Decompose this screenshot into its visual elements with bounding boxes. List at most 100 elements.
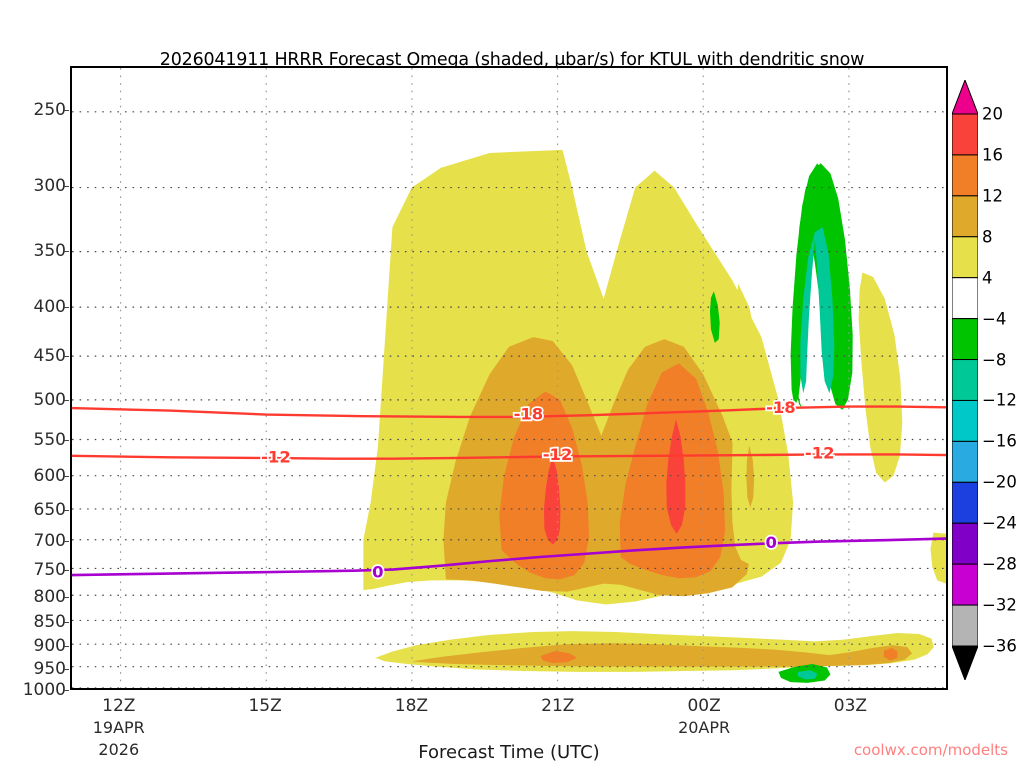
y-tick-label: 550 — [33, 429, 66, 450]
y-tick-mark — [64, 690, 69, 691]
y-tick-mark — [64, 306, 69, 308]
colorbar-under-arrow — [952, 645, 978, 680]
y-tick-label: 250 — [33, 100, 66, 121]
colorbar-band — [952, 277, 978, 320]
omega-band-green-descent-lens — [790, 163, 849, 410]
colorbar: 20 16 12 8 4 −4 −8 −12 −16 −20 −24 −28 −32 −36 — [952, 80, 1017, 680]
omega-surface-teal — [797, 670, 818, 680]
y-tick-label: 400 — [33, 296, 66, 317]
contour-label: -12 — [261, 448, 291, 467]
colorbar-band — [952, 359, 978, 401]
y-tick-mark — [64, 668, 69, 670]
y-tick-label: 750 — [33, 559, 66, 580]
x-tick-label: 18Z — [394, 696, 429, 716]
colorbar-band — [952, 481, 978, 524]
omega-column-yellow-east — [858, 272, 903, 483]
y-tick-mark — [64, 250, 69, 252]
watermark: coolwx.com/modelts — [853, 741, 1008, 759]
y-tick-mark — [64, 476, 69, 478]
omega-blob-green-small — [709, 291, 720, 343]
omega-max-orange-lowlevel-east — [883, 647, 898, 661]
contour-label: 0 — [765, 533, 776, 552]
x-tick-label: 21Z — [541, 696, 575, 716]
y-axis: 250 300 350 400 450 500 550 600 650 700 750 800 850 9… — [0, 66, 69, 700]
y-tick-label: 350 — [33, 240, 66, 261]
y-tick-mark — [64, 540, 69, 542]
y-tick-mark — [64, 509, 69, 511]
omega-band-red-east — [666, 419, 686, 534]
colorbar-tick-label: 20 — [982, 104, 1003, 124]
contour-label: -12 — [543, 445, 573, 464]
y-tick-mark — [64, 400, 69, 402]
colorbar-tick-label: −32 — [982, 595, 1017, 615]
omega-band-teal-core — [800, 227, 835, 394]
omega-core-goldenrod-lowlevel — [411, 643, 913, 667]
colorbar-band — [952, 604, 978, 647]
colorbar-tick-label: 4 — [982, 268, 993, 288]
x-tick-label: 15Z — [248, 696, 282, 716]
colorbar-tick-label: −16 — [982, 431, 1017, 451]
y-tick-label: 450 — [33, 345, 66, 366]
y-tick-mark — [64, 645, 69, 647]
y-tick-mark — [64, 110, 69, 112]
x-tick-label: 12Z — [102, 696, 136, 716]
contour-dsgr-12 — [72, 453, 946, 460]
contour-label: -18 — [766, 398, 796, 417]
omega-band-orange-west — [499, 391, 590, 580]
plot-area: -18 -18 -12 -12 -12 0 0 — [70, 66, 948, 690]
y-tick-label: 700 — [33, 530, 66, 551]
omega-wedge-yellow-mid — [731, 283, 769, 564]
title-line-1: 2026041911 HRRR Forecast Omega (shaded, … — [159, 50, 865, 70]
contour-dsgr-18 — [72, 405, 946, 419]
y-tick-label: 600 — [33, 466, 66, 487]
colorbar-swatches — [952, 80, 978, 680]
colorbar-tick-label: −4 — [982, 309, 1007, 329]
omega-cross-section: -18 -18 -12 -12 -12 0 0 — [72, 68, 946, 688]
y-tick-mark — [64, 439, 69, 441]
colorbar-tick-label: −20 — [982, 472, 1017, 492]
x-tick-sublabel: 20APR — [678, 718, 731, 737]
y-tick-label: 650 — [33, 499, 66, 520]
colorbar-tick-label: −8 — [982, 350, 1007, 370]
y-tick-mark — [64, 186, 69, 188]
colorbar-band — [952, 195, 978, 238]
y-tick-mark — [64, 596, 69, 598]
colorbar-band — [952, 440, 978, 483]
omega-band-red-west — [543, 456, 561, 545]
y-tick-label: 900 — [33, 635, 66, 656]
y-tick-label: 850 — [33, 612, 66, 632]
y-tick-label: 500 — [33, 390, 66, 411]
omega-sliver-goldenrod-mid — [746, 445, 755, 508]
colorbar-tick-label: 16 — [982, 145, 1003, 165]
contour-label: -18 — [514, 404, 544, 423]
colorbar-tick-label: 12 — [982, 186, 1003, 206]
colorbar-band — [952, 113, 978, 156]
y-tick-label: 950 — [33, 658, 66, 679]
contour-label: -12 — [805, 443, 835, 462]
contour-freezing-level — [72, 537, 946, 577]
colorbar-band — [952, 318, 978, 361]
colorbar-band — [952, 563, 978, 606]
y-tick-mark — [64, 622, 69, 623]
y-tick-mark — [64, 569, 69, 571]
colorbar-band — [952, 236, 978, 279]
omega-max-orange-lowlevel-west — [540, 651, 577, 664]
contour-label: 0 — [372, 563, 383, 582]
colorbar-tick-label: −36 — [982, 636, 1017, 656]
y-tick-label: 1000 — [22, 680, 66, 700]
x-axis: 12Z 19APR 2026 15Z 18Z 21Z 00Z 20APR 03Z — [70, 690, 948, 768]
colorbar-tick-label: 8 — [982, 227, 993, 247]
x-tick-sublabel: 19APR — [92, 718, 145, 737]
x-tick-sublabel-year: 2026 — [98, 740, 140, 759]
colorbar-band — [952, 154, 978, 197]
y-tick-label: 300 — [33, 176, 66, 197]
omega-sliver-right-edge — [930, 532, 946, 584]
colorbar-tick-label: −24 — [982, 513, 1017, 533]
x-tick-label: 03Z — [833, 696, 868, 716]
colorbar-tick-label: −28 — [982, 554, 1017, 574]
colorbar-band — [952, 399, 978, 442]
x-axis-title: Forecast Time (UTC) — [418, 742, 600, 763]
plot-inner: -18 -18 -12 -12 -12 0 0 — [72, 68, 946, 688]
colorbar-over-arrow — [952, 80, 978, 115]
